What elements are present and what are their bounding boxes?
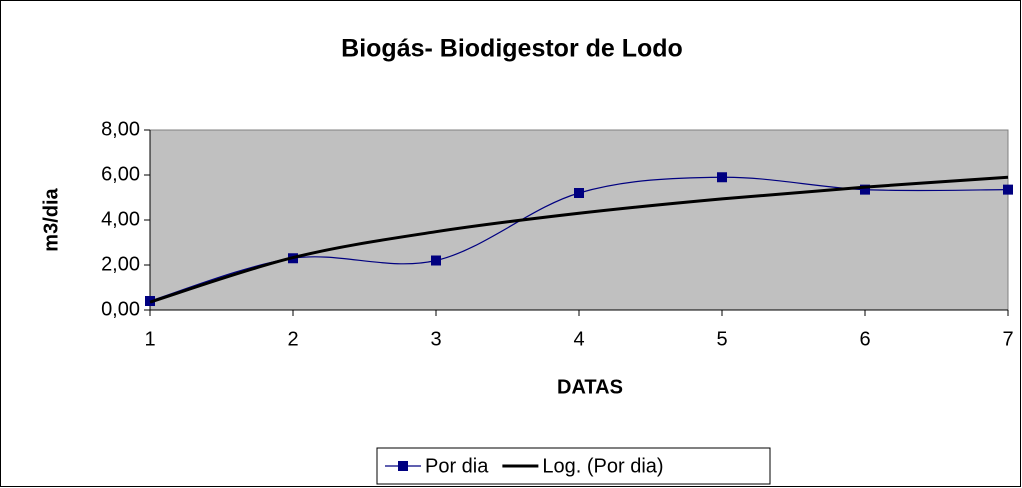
chart-title: Biogás- Biodigestor de Lodo [341,35,683,63]
y-tick-label: 0,00 [101,298,140,320]
x-tick-label: 2 [287,328,298,350]
y-axis-label: m3/dia [40,187,62,251]
legend-label: Log. (Por dia) [542,455,663,477]
marker [431,255,441,266]
y-tick-label: 6,00 [101,163,140,185]
marker [574,188,584,198]
legend-marker [398,461,408,471]
x-tick-label: 6 [859,328,870,350]
x-tick-label: 4 [573,328,584,350]
x-tick-label: 3 [430,328,441,350]
series-line [149,175,1009,304]
plot-area [149,129,1009,311]
x-axis-label: DATAS [557,376,623,398]
marker [717,172,727,183]
marker [860,184,870,195]
y-tick-label: 8,00 [101,118,140,140]
x-tick-label: 5 [716,328,727,350]
legend-box [376,447,771,485]
legend-label: Por dia [425,455,489,477]
x-tick-label: 7 [1002,328,1013,350]
y-tick-label: 4,00 [101,208,140,230]
marker [1003,184,1013,195]
y-tick-label: 2,00 [101,253,140,275]
x-tick-label: 1 [144,328,155,350]
